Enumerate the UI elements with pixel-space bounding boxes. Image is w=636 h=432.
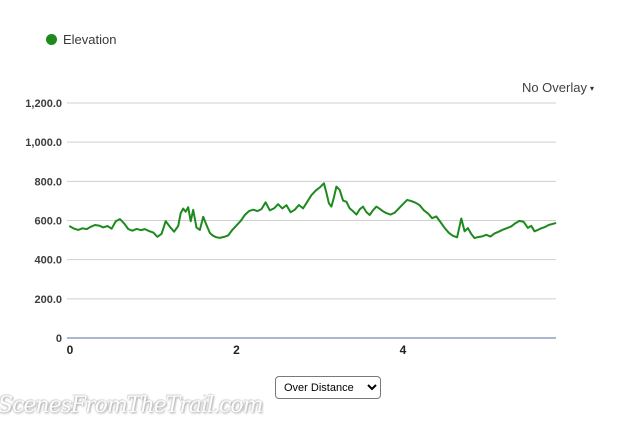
distance-mode-control: Over Distance bbox=[275, 376, 381, 399]
y-axis-tick-label: 400.0 bbox=[34, 255, 62, 267]
y-axis-tick-label: 200.0 bbox=[34, 294, 62, 306]
watermark: ScenesFromTheTrail.com bbox=[0, 393, 263, 418]
y-axis-tick-label: 1,200.0 bbox=[25, 98, 62, 110]
elevation-line[interactable] bbox=[69, 182, 557, 240]
x-axis-tick-label: 0 bbox=[67, 343, 74, 357]
x-axis-tick-label: 4 bbox=[400, 343, 407, 357]
y-axis-tick-label: 1,000.0 bbox=[25, 137, 62, 149]
chevron-down-icon: ▾ bbox=[589, 83, 594, 93]
x-axis-tick-label: 2 bbox=[233, 343, 240, 357]
y-axis-tick-label: 600.0 bbox=[34, 216, 62, 228]
distance-mode-select[interactable]: Over Distance bbox=[275, 376, 381, 399]
overlay-dropdown[interactable]: No Overlay ▾ bbox=[522, 80, 594, 95]
overlay-dropdown-label: No Overlay bbox=[521, 80, 587, 95]
legend-elevation-label: Elevation bbox=[63, 32, 117, 47]
legend-elevation: Elevation bbox=[46, 32, 116, 47]
y-axis-tick-label: 0 bbox=[56, 333, 62, 345]
y-axis-tick-label: 800.0 bbox=[34, 176, 62, 188]
elevation-series-dot-icon bbox=[46, 34, 57, 45]
elevation-chart[interactable]: 1,200.0 1,000.0 800.0 600.0 400.0 200.0 00 2 4 bbox=[0, 0, 636, 368]
